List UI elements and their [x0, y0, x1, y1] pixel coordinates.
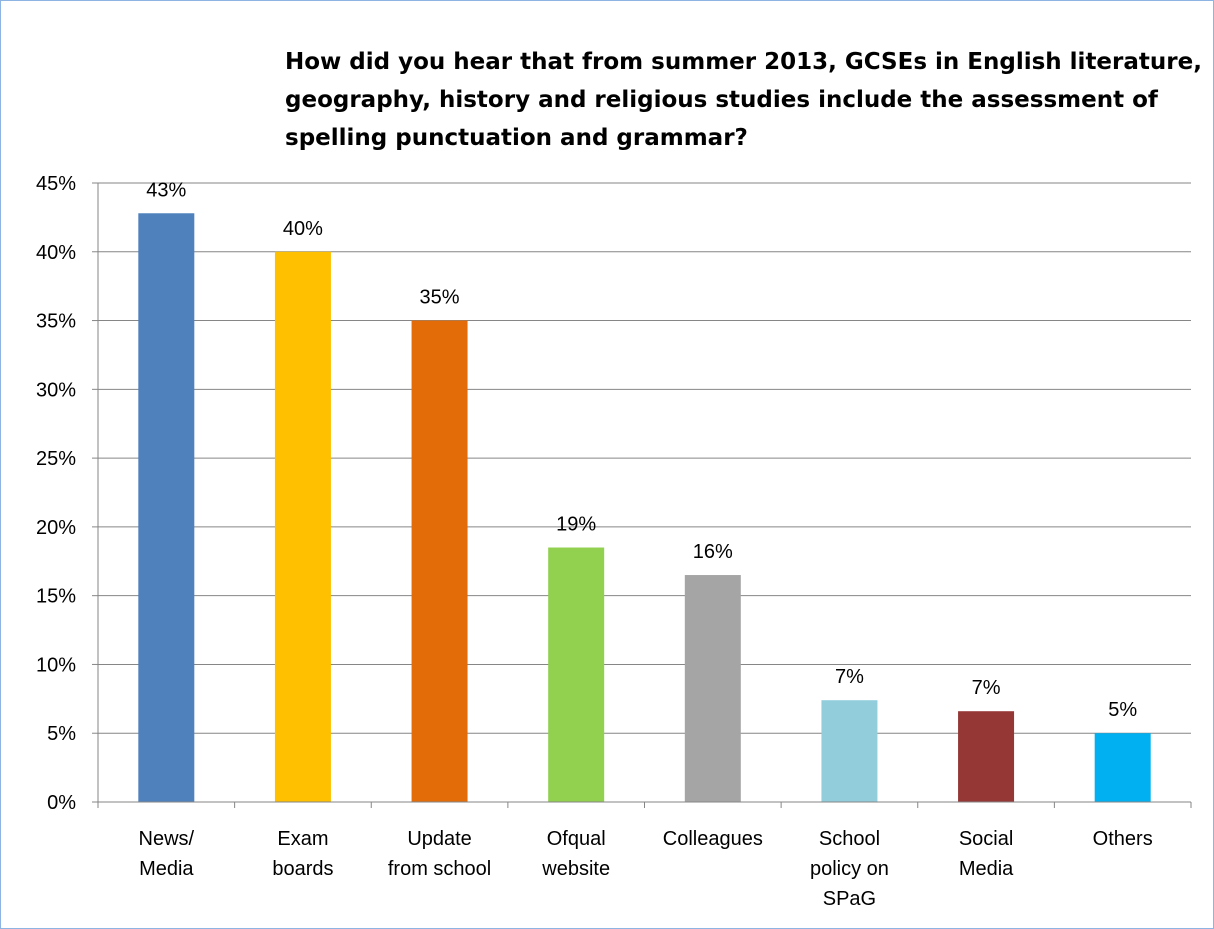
x-tick-label: Social: [959, 828, 1013, 850]
bar: [548, 547, 605, 802]
y-tick-label: 10%: [36, 654, 76, 676]
x-tick-label: Colleagues: [663, 828, 763, 850]
data-label: 7%: [972, 677, 1001, 699]
data-label: 43%: [146, 179, 186, 201]
y-tick-label: 35%: [36, 311, 76, 333]
x-tick-label: from school: [388, 858, 491, 880]
bar: [411, 320, 468, 802]
bars: [138, 213, 1151, 803]
y-tick-label: 30%: [36, 379, 76, 401]
bar: [958, 711, 1015, 802]
bar: [1094, 733, 1151, 802]
x-tick-label: Update: [407, 828, 472, 850]
data-label: 5%: [1108, 699, 1137, 721]
labels: 0% 5% 10% 15% 20% 25% 30% 35% 40% 45% 43% News/Medi…: [36, 173, 1153, 910]
x-tick-label: Media: [139, 858, 194, 880]
y-tick-label: 45%: [36, 173, 76, 195]
x-tick-label: Media: [959, 858, 1014, 880]
y-tick-label: 20%: [36, 517, 76, 539]
y-tick-label: 5%: [47, 723, 76, 745]
y-tick-label: 25%: [36, 448, 76, 470]
data-label: 35%: [420, 287, 460, 309]
x-tick-label: News/: [139, 828, 195, 850]
x-tick-label: Exam: [277, 828, 328, 850]
x-tick-label: policy on: [810, 858, 889, 880]
x-tick-label: Others: [1093, 828, 1153, 850]
data-label: 19%: [556, 514, 596, 536]
data-label: 16%: [693, 541, 733, 563]
y-tick-label: 0%: [47, 792, 76, 814]
y-tick-label: 40%: [36, 242, 76, 264]
data-label: 7%: [835, 666, 864, 688]
gridlines: [98, 182, 1191, 734]
axes: [92, 182, 1192, 808]
chart-title: How did you hear that from summer 2013, …: [285, 49, 1202, 151]
data-label: 40%: [283, 218, 323, 240]
x-tick-label: School: [819, 828, 880, 850]
bar: [684, 575, 741, 802]
bar: [138, 213, 195, 803]
x-tick-label: SPaG: [823, 888, 876, 910]
x-tick-label: website: [541, 858, 610, 880]
bar: [274, 251, 331, 802]
x-tick-label: boards: [272, 858, 333, 880]
x-tick-label: Ofqual: [547, 828, 606, 850]
bar: [821, 700, 878, 802]
y-tick-label: 15%: [36, 586, 76, 608]
